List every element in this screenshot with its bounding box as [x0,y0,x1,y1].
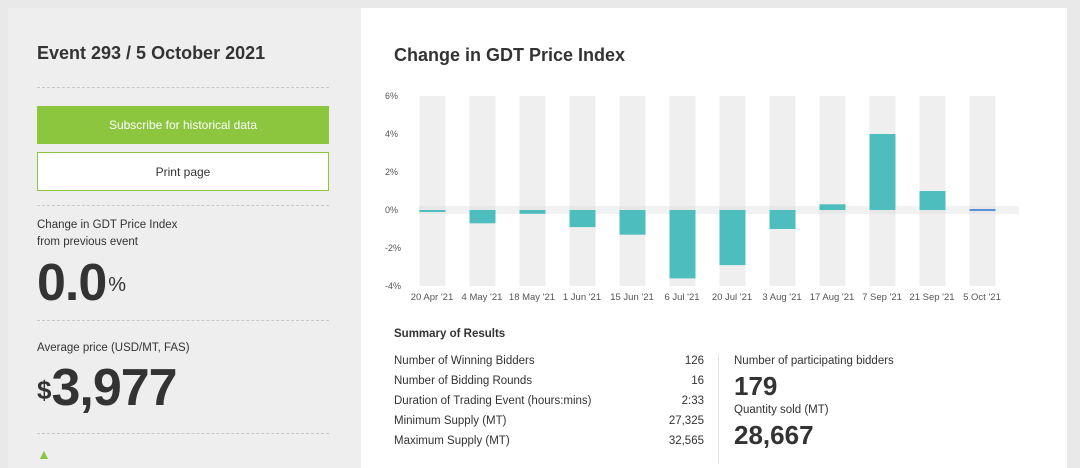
subscribe-button[interactable]: Subscribe for historical data [37,106,329,144]
column-gap [845,96,870,286]
column-gap [595,96,620,286]
background-band [769,96,796,286]
average-price-value: $3,977 [37,359,178,417]
x-tick-label: 20 Apr '21 [411,292,454,303]
summary-title: Summary of Results [394,328,506,340]
column-gap [795,96,820,286]
quantity-sold-value: 28,667 [734,420,814,450]
average-price-label: Average price (USD/MT, FAS) [37,342,190,354]
summary-row: Duration of Trading Event (hours:mins) 2:… [394,395,704,407]
trend-arrow-icon: ▲ [37,446,51,462]
column-gap [945,96,970,286]
bar [419,210,446,212]
summary-row: Maximum Supply (MT) 32,565 [394,435,704,447]
divider [718,354,719,464]
column-gap [495,96,520,286]
bar [719,210,746,266]
y-tick-label: 2% [385,167,398,177]
column-gap [695,96,720,286]
background-band [969,96,996,286]
quantity-sold-label: Quantity sold (MT) [734,404,829,416]
x-tick-label: 15 Jun '21 [610,292,654,303]
background-band [469,96,496,286]
bar [569,210,596,228]
bar [469,210,496,224]
x-tick-label: 18 May '21 [509,292,555,303]
background-band [419,96,446,286]
gdt-price-index-chart: 6% 4% 2% 0% -2% -4% 20 Apr '21 4 May '21 18 May … [385,91,1020,303]
chart-title: Change in GDT Price Index [394,45,626,65]
divider [37,320,329,321]
bar [919,191,946,210]
event-title: Event 293 / 5 October 2021 [37,43,266,63]
x-tick-label: 7 Sep '21 [862,292,902,303]
x-tick-label: 21 Sep '21 [909,292,954,303]
x-tick-label: 3 Aug '21 [762,292,801,303]
x-tick-label: 5 Oct '21 [963,292,1001,303]
currency-symbol: $ [37,375,52,405]
column-gap [645,96,670,286]
column-gap [745,96,770,286]
y-tick-label: -2% [385,243,401,253]
background-band [619,96,646,286]
column-gap [545,96,570,286]
x-tick-label: 20 Jul '21 [712,292,752,303]
divider [37,433,329,434]
chart-panel: Change in GDT Price Index 6% 4% 2% 0% -2% -4%… [361,8,1067,468]
bar [619,210,646,235]
bar [819,204,846,210]
bar [869,134,896,210]
bar [669,210,696,279]
gdt-change-label: Change in GDT Price Index from previous … [37,219,178,248]
x-tick-label: 17 Aug '21 [810,292,855,303]
print-page-button[interactable]: Print page [37,152,329,191]
gdt-change-value: 0.0% [37,254,126,312]
bar [769,210,796,229]
y-tick-label: 0% [385,205,398,215]
event-summary-panel: Event 293 / 5 October 2021 Subscribe for… [8,8,361,468]
participating-bidders-label: Number of participating bidders [734,355,894,367]
background-band [519,96,546,286]
divider [37,87,329,88]
y-tick-label: 6% [385,91,398,101]
y-tick-label: 4% [385,129,398,139]
y-tick-label: -4% [385,281,401,291]
x-tick-label: 6 Jul '21 [664,292,699,303]
summary-row: Minimum Supply (MT) 27,325 [394,415,704,427]
x-tick-label: 4 May '21 [462,292,503,303]
summary-row: Number of Bidding Rounds 16 [394,375,704,387]
summary-row: Number of Winning Bidders 126 [394,355,704,367]
column-gap [445,96,470,286]
column-gap [995,96,1020,286]
background-band [819,96,846,286]
percent-unit: % [108,274,126,296]
background-band [569,96,596,286]
participating-bidders-value: 179 [734,371,778,401]
divider [37,205,329,206]
bar [969,209,996,211]
x-tick-label: 1 Jun '21 [563,292,601,303]
zero-band-overlay [419,206,1019,214]
bar [519,210,546,214]
column-gap [895,96,920,286]
